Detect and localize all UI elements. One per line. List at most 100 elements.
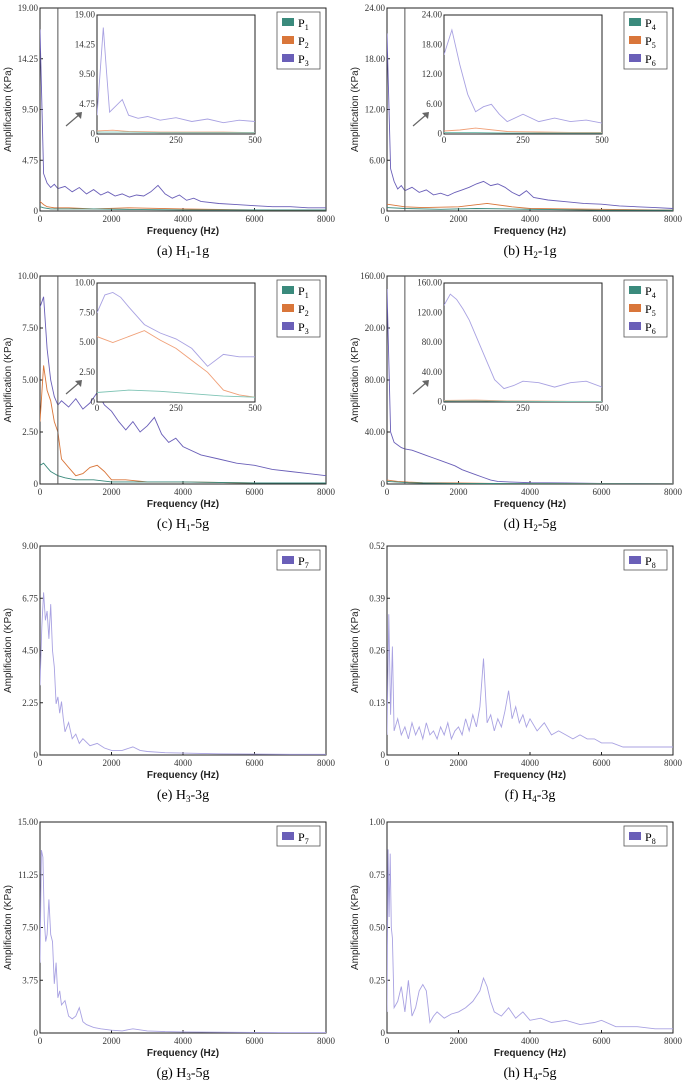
inset-y-tick-label: 0 bbox=[91, 129, 96, 139]
y-tick-label: 11.25 bbox=[18, 870, 38, 880]
series-line-p8 bbox=[387, 849, 673, 1030]
inset-y-tick-label: 24.00 bbox=[422, 10, 443, 20]
chart-panel-b: 0 2000 4000 6000 8000 0 6.00 12.00 18.00 24.00 Fre… bbox=[350, 3, 683, 260]
y-tick-label: 7.50 bbox=[22, 923, 38, 933]
inset-x-tick-label: 500 bbox=[595, 403, 609, 413]
caption-h: H bbox=[176, 517, 186, 532]
x-tick-label: 8000 bbox=[664, 487, 683, 497]
series-line-p1 bbox=[40, 206, 326, 211]
x-tick-label: 0 bbox=[38, 1036, 43, 1046]
y-tick-label: 9.50 bbox=[22, 105, 38, 115]
legend-label-p2: P2 bbox=[298, 302, 309, 318]
inset-x-tick-label: 0 bbox=[442, 403, 447, 413]
series-line-p8 bbox=[387, 614, 673, 748]
caption-label: (f) bbox=[505, 788, 523, 803]
legend-label-sub: 3 bbox=[305, 59, 309, 68]
caption-label: (e) bbox=[157, 788, 176, 803]
series-line-p3 bbox=[40, 29, 326, 209]
legend-label-base: P bbox=[298, 52, 305, 66]
x-tick-label: 8000 bbox=[317, 758, 336, 768]
y-tick-label: 0.13 bbox=[369, 698, 385, 708]
legend-label-base: P bbox=[298, 830, 305, 844]
caption-suffix: -5g bbox=[191, 517, 210, 532]
inset-chart: 0 250 500 0 2.50 5.00 7.50 10.00 bbox=[65, 278, 262, 413]
legend-label-p5: P5 bbox=[645, 302, 656, 318]
inset-y-tick-label: 120.00 bbox=[417, 307, 442, 317]
legend-swatch-p1 bbox=[282, 286, 294, 294]
legend-swatch-p7 bbox=[282, 832, 294, 840]
y-tick-label: 6.00 bbox=[369, 155, 385, 165]
legend: P7 bbox=[276, 549, 321, 571]
caption-suffix: -5g bbox=[191, 1066, 210, 1081]
y-tick-label: 19.00 bbox=[18, 3, 39, 13]
legend-label-sub: 1 bbox=[305, 291, 309, 300]
legend-swatch-p4 bbox=[629, 18, 641, 26]
x-axis-label: Frequency (Hz) bbox=[494, 226, 566, 237]
legend-swatch-p3 bbox=[282, 54, 294, 62]
legend-frame bbox=[623, 825, 668, 847]
caption-suffix: -3g bbox=[537, 788, 556, 803]
legend-swatch-p3 bbox=[282, 322, 294, 330]
y-tick-label: 0 bbox=[381, 479, 386, 489]
legend-label-p1: P1 bbox=[298, 284, 309, 300]
legend-label-sub: 5 bbox=[652, 41, 656, 50]
y-tick-label: 6.75 bbox=[22, 593, 38, 603]
panel-caption: (h) H4-5g bbox=[503, 1066, 556, 1082]
caption-sub-index: 2 bbox=[533, 250, 538, 260]
legend-label-base: P bbox=[298, 554, 305, 568]
x-tick-label: 2000 bbox=[450, 1036, 469, 1046]
y-tick-label: 0 bbox=[381, 750, 386, 760]
series-line-p6 bbox=[387, 33, 673, 209]
legend-label-p4: P4 bbox=[645, 284, 656, 300]
inset-series-line-p6 bbox=[444, 28, 602, 124]
caption-suffix: -5g bbox=[538, 517, 557, 532]
inset-series-line-p2 bbox=[97, 129, 255, 134]
y-tick-label: 0 bbox=[381, 206, 386, 216]
legend-label-p4: P4 bbox=[645, 16, 656, 32]
legend-label-sub: 7 bbox=[305, 561, 309, 570]
x-axis-label: Frequency (Hz) bbox=[147, 226, 219, 237]
zoom-arrow-head bbox=[75, 112, 82, 119]
chart-panel-c: 0 2000 4000 6000 8000 0 2.50 5.00 7.50 10.00 Frequ… bbox=[3, 271, 336, 533]
legend-frame bbox=[276, 549, 321, 571]
x-tick-label: 2000 bbox=[103, 487, 122, 497]
inset-series-line-p3 bbox=[97, 27, 255, 124]
inset-y-tick-label: 40.00 bbox=[422, 367, 443, 377]
caption-sub-index: 1 bbox=[186, 523, 191, 533]
caption-h: H bbox=[176, 788, 186, 803]
series-line-p5 bbox=[387, 202, 673, 211]
inset-series-line-p2 bbox=[97, 330, 255, 398]
inset-chart: 0 250 500 0 40.00 80.00 120.00 160.00 bbox=[412, 278, 609, 413]
y-tick-label: 10.00 bbox=[18, 271, 39, 281]
chart-panel-h: 0 2000 4000 6000 8000 0 0.25 0.50 0.75 1.00 Freque… bbox=[350, 817, 683, 1082]
caption-h: H bbox=[176, 1066, 186, 1081]
legend-label-base: P bbox=[645, 34, 652, 48]
legend-label-sub: 4 bbox=[652, 291, 656, 300]
x-tick-label: 6000 bbox=[593, 758, 612, 768]
x-tick-label: 2000 bbox=[103, 214, 122, 224]
x-tick-label: 4000 bbox=[174, 487, 193, 497]
legend-label-base: P bbox=[645, 320, 652, 334]
legend-label-p3: P3 bbox=[298, 52, 309, 68]
legend-swatch-p2 bbox=[282, 36, 294, 44]
caption-label: (g) bbox=[156, 1066, 176, 1081]
inset-y-tick-label: 0 bbox=[438, 397, 443, 407]
legend-label-base: P bbox=[298, 320, 305, 334]
legend-label-p1: P1 bbox=[298, 16, 309, 32]
panel-caption: (g) H3-5g bbox=[156, 1066, 209, 1082]
panel-caption: (a) H1-1g bbox=[157, 244, 209, 260]
y-tick-label: 7.50 bbox=[22, 323, 38, 333]
y-tick-label: 15.00 bbox=[18, 817, 39, 827]
x-tick-label: 8000 bbox=[317, 214, 336, 224]
legend-label-sub: 5 bbox=[652, 309, 656, 318]
inset-series-line-p1 bbox=[97, 131, 255, 134]
x-tick-label: 8000 bbox=[317, 487, 336, 497]
zoom-arrow-shaft bbox=[65, 113, 81, 127]
inset-x-tick-label: 250 bbox=[169, 135, 183, 145]
inset-y-tick-label: 80.00 bbox=[422, 337, 443, 347]
inset-y-tick-label: 18.00 bbox=[422, 39, 443, 49]
legend-label-sub: 8 bbox=[652, 837, 656, 846]
